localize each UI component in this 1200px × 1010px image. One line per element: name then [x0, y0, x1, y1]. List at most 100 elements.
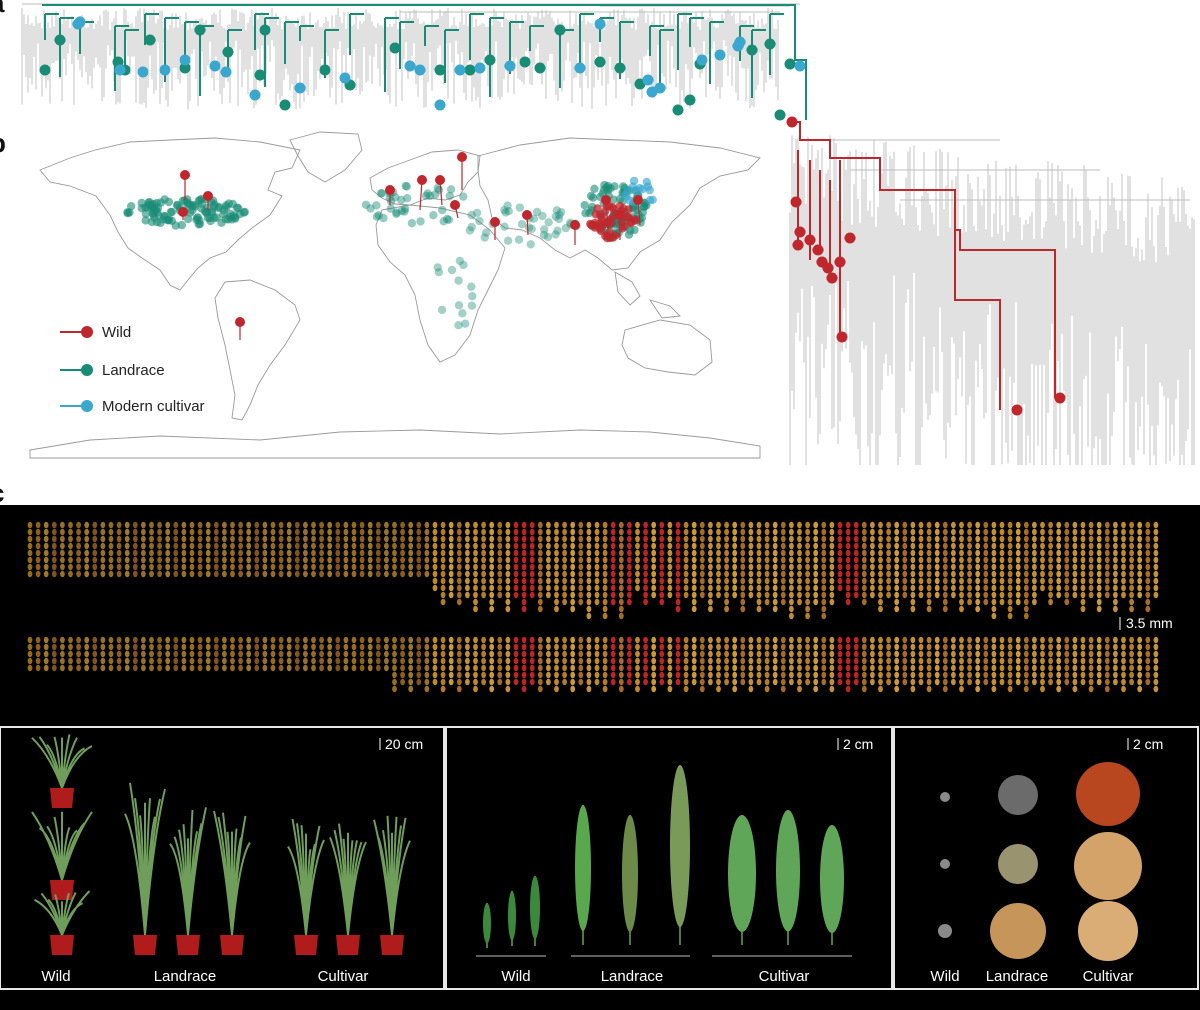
seed — [1040, 521, 1045, 529]
seed — [861, 657, 867, 665]
cultivar-plant-3-foliage — [373, 815, 411, 936]
seed — [1032, 664, 1037, 672]
seed — [618, 636, 624, 644]
seed — [343, 556, 349, 564]
seed — [294, 542, 300, 550]
seed — [1104, 643, 1110, 651]
landrace-point — [407, 219, 417, 228]
seed — [1056, 542, 1062, 550]
seed — [521, 598, 527, 606]
seed — [926, 542, 932, 550]
seed — [934, 542, 940, 550]
seed — [351, 570, 357, 578]
seed — [1096, 584, 1102, 592]
seed — [1096, 598, 1102, 606]
seed — [489, 643, 495, 651]
seed — [1056, 570, 1062, 578]
seed — [578, 549, 584, 557]
seed — [505, 605, 511, 613]
seed — [910, 636, 916, 644]
seed — [627, 535, 632, 543]
seed — [991, 577, 997, 585]
seed — [408, 671, 414, 679]
seed — [861, 528, 867, 536]
seed — [562, 542, 567, 550]
seed — [975, 584, 981, 592]
seed — [578, 563, 584, 571]
seed — [1015, 650, 1021, 658]
seed — [489, 549, 495, 557]
seed — [610, 535, 616, 543]
seed — [465, 549, 470, 557]
seed — [886, 549, 891, 557]
seed — [821, 678, 827, 686]
seed — [68, 664, 73, 672]
seed — [319, 556, 324, 564]
seed — [959, 563, 964, 571]
seed — [716, 671, 721, 679]
seed — [837, 535, 843, 543]
seed — [408, 678, 414, 686]
seed — [554, 636, 559, 644]
seed — [1096, 521, 1102, 529]
seed — [1153, 584, 1159, 592]
seed — [610, 657, 616, 665]
seed — [141, 542, 146, 550]
seed — [829, 535, 835, 543]
seed — [1153, 528, 1159, 536]
seed — [586, 535, 592, 543]
seed — [1040, 570, 1045, 578]
seed — [489, 598, 495, 606]
seed — [780, 650, 786, 658]
seed — [902, 563, 908, 571]
seed — [521, 643, 527, 651]
seed — [294, 650, 300, 658]
seed — [578, 636, 584, 644]
seed — [1080, 671, 1086, 679]
seed — [367, 657, 373, 665]
seed — [60, 664, 65, 672]
seed — [918, 664, 924, 672]
seed — [902, 643, 908, 651]
landrace-point — [551, 212, 560, 221]
seed — [108, 657, 114, 665]
seed — [1153, 556, 1159, 564]
seed — [513, 542, 519, 550]
seed — [1145, 591, 1151, 599]
seed — [230, 535, 235, 543]
seed — [878, 643, 883, 651]
seed — [335, 563, 341, 571]
seed — [926, 549, 932, 557]
map-south-america — [214, 279, 301, 421]
seed — [578, 650, 584, 658]
seed — [489, 605, 495, 613]
seed — [246, 664, 252, 672]
seed — [529, 542, 535, 550]
grain-pile-7 — [1076, 762, 1140, 826]
seed — [359, 563, 365, 571]
seed — [780, 535, 786, 543]
seed — [448, 556, 454, 564]
seed — [635, 643, 640, 651]
seed — [853, 584, 859, 592]
seed — [51, 521, 57, 529]
seed — [497, 664, 503, 672]
seed — [586, 664, 592, 672]
seed — [440, 535, 446, 543]
seed — [124, 563, 130, 571]
seed — [181, 570, 187, 578]
seed — [278, 657, 284, 665]
seed — [1088, 556, 1094, 564]
seed — [1153, 657, 1159, 665]
seed — [594, 657, 600, 665]
seed — [983, 563, 989, 571]
seed — [1145, 650, 1151, 658]
seed — [424, 671, 430, 679]
seed — [740, 671, 746, 679]
seed — [699, 563, 705, 571]
seed — [335, 650, 341, 658]
seed — [570, 598, 576, 606]
seed — [465, 521, 470, 529]
seed — [951, 556, 956, 564]
seed — [1153, 636, 1159, 644]
